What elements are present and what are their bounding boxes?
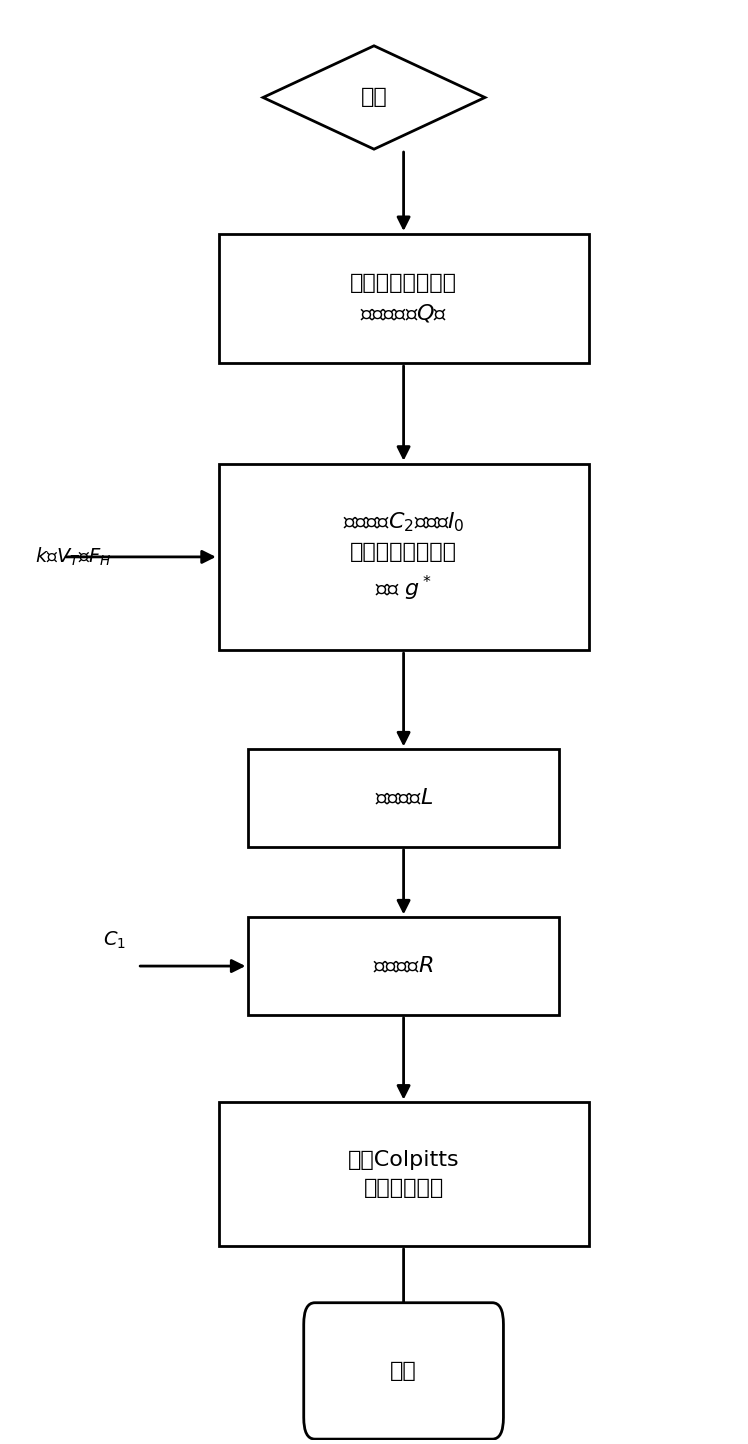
Text: 结束: 结束: [390, 1360, 417, 1380]
Text: $k$、$V_T$、$F_H$: $k$、$V_T$、$F_H$: [35, 546, 111, 567]
Text: 建立Colpitts
电路仿真模型: 建立Colpitts 电路仿真模型: [348, 1151, 459, 1199]
Bar: [218, 234, 589, 362]
Text: 选取无载谐振回路
的品质因数$Q$値: 选取无载谐振回路 的品质因数$Q$値: [350, 273, 457, 323]
Text: 开始: 开始: [361, 88, 387, 107]
Bar: [218, 464, 589, 650]
Polygon shape: [263, 46, 485, 149]
Bar: [248, 749, 559, 846]
FancyBboxPatch shape: [304, 1302, 503, 1440]
Text: 计算电阵$R$: 计算电阵$R$: [373, 956, 434, 976]
Bar: [248, 917, 559, 1015]
Text: 选取电容$C_2$电流源$I_0$
计算振荡器的开环
增益 $g^*$: 选取电容$C_2$电流源$I_0$ 计算振荡器的开环 增益 $g^*$: [343, 511, 465, 604]
Bar: [218, 1102, 589, 1246]
Text: $C_1$: $C_1$: [103, 930, 126, 950]
Text: 计算电感$L$: 计算电感$L$: [375, 788, 432, 809]
